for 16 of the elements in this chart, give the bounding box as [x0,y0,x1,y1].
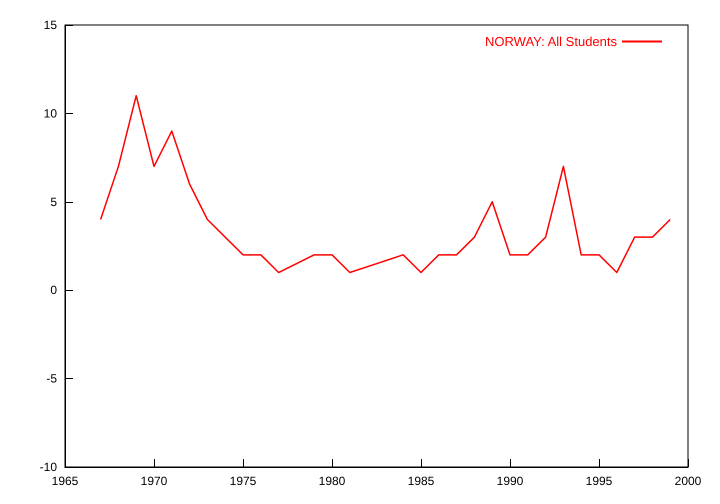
y-tick-label: 0 [50,283,58,298]
y-tick-label: -5 [46,372,58,386]
x-tick-label: 1970 [140,474,168,488]
y-tick-label: -10 [40,460,58,474]
x-tick-label: 1990 [496,474,524,488]
x-tick-label: 1975 [230,474,257,488]
y-tick-label: 5 [50,194,58,209]
x-tick-label: 2000 [674,474,702,488]
x-tick-label: 1965 [52,474,79,488]
x-tick-label: 1985 [408,474,435,488]
x-tick-label: 1980 [318,474,346,488]
legend-label: NORWAY: All Students [485,34,618,49]
y-tick-label: 10 [44,106,58,120]
line-series [100,94,671,274]
y-tick-label: 15 [44,18,58,32]
x-tick-label: 1995 [586,474,613,488]
